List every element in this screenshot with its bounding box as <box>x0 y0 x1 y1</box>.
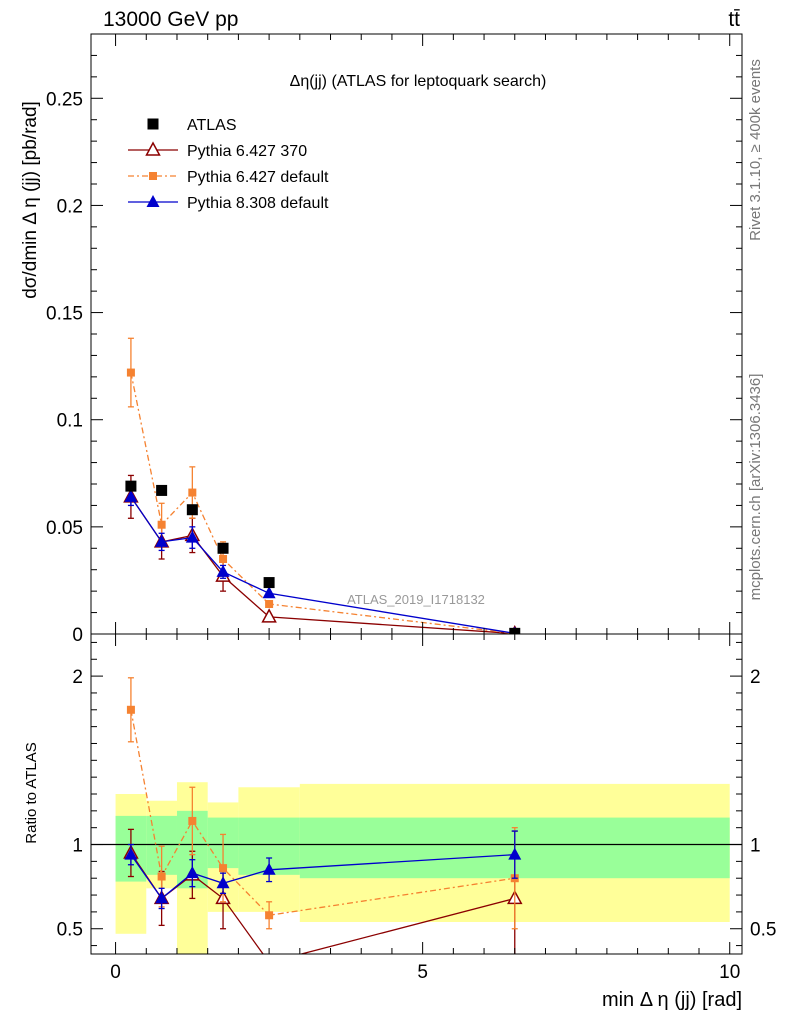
data-point <box>217 542 229 554</box>
x-axis-label: min Δ η (jj) [rad] <box>602 989 742 1011</box>
series-line <box>130 496 515 634</box>
ratio-y-tick-label-right: 0.5 <box>750 920 776 941</box>
ratio-point <box>155 891 169 904</box>
ratio-line <box>130 709 515 916</box>
data-point <box>157 520 166 529</box>
data-point <box>125 480 137 492</box>
mcplots-label: mcplots.cern.ch [arXiv:1306.3436] <box>747 374 764 601</box>
ratio-point <box>124 847 138 860</box>
ratio-point <box>262 862 276 875</box>
ratio-point <box>126 705 135 714</box>
legend: ATLAS Pythia 6.427 370 Pythia 6.427 defaul… <box>128 117 329 212</box>
y-tick-label: 0.2 <box>57 196 83 217</box>
series-atlas <box>125 480 521 634</box>
legend-label: Pythia 6.427 default <box>187 169 329 186</box>
series-line <box>130 496 515 634</box>
legend-label: Pythia 8.308 default <box>187 195 329 212</box>
data-point <box>186 504 198 516</box>
collision-label: 13000 GeV pp <box>103 8 238 31</box>
data-point <box>156 484 168 496</box>
data-point <box>219 555 228 563</box>
ratio-panel: 0.5 0.5 1 1 2 2 0 5 10 Ratio to ATLAS min Δ η (j… <box>23 633 776 1011</box>
ratio-point <box>508 847 522 860</box>
y-tick-label: 0.15 <box>46 304 83 325</box>
ratio-y-tick-label: 1 <box>72 836 83 857</box>
y-tick-label: 0.05 <box>46 518 83 539</box>
series-pythia-6-427-370 <box>123 474 520 634</box>
ratio-point <box>157 872 166 881</box>
data-point <box>216 564 230 577</box>
legend-marker <box>149 172 157 180</box>
ratio-y-tick-label-right: 2 <box>750 667 761 688</box>
x-tick-label: 5 <box>417 962 428 983</box>
x-tick-label: 0 <box>110 962 121 983</box>
x-tick-label: 10 <box>719 962 740 983</box>
y-tick-label: 0 <box>72 625 83 646</box>
ratio-y-tick-label: 2 <box>72 667 83 688</box>
main-panel: 0 0.05 0.1 0.15 0.2 0.25 Δη(jj) (ATLAS for le… <box>20 33 743 646</box>
ratio-line <box>130 853 515 900</box>
ratio-y-tick-label-right: 1 <box>750 836 761 857</box>
data-point <box>124 489 138 502</box>
ratio-point <box>216 876 230 889</box>
legend-item: Pythia 6.427 370 <box>128 141 307 160</box>
data-point <box>263 577 275 589</box>
process-label: tt̄ <box>728 8 740 31</box>
legend-marker <box>145 141 161 156</box>
legend-label: Pythia 6.427 370 <box>187 143 307 160</box>
ratio-point <box>185 866 199 879</box>
data-point <box>126 368 135 377</box>
data-point <box>262 586 276 599</box>
ratio-series-pythia-8-308-default <box>124 830 522 910</box>
data-point <box>155 534 169 547</box>
legend-item: Pythia 8.308 default <box>128 195 329 212</box>
y-tick-label: 0.25 <box>46 89 83 110</box>
ratio-y-axis-label: Ratio to ATLAS <box>23 742 40 843</box>
data-point <box>185 530 199 543</box>
analysis-watermark: ATLAS_2019_I1718132 <box>347 592 485 607</box>
series-pythia-6-427-default <box>126 337 519 634</box>
rivet-label: Rivet 3.1.10, ≥ 400k events <box>747 59 764 241</box>
legend-marker <box>147 118 159 130</box>
y-tick-label: 0.1 <box>57 411 83 432</box>
data-point <box>261 608 277 623</box>
ratio-point <box>219 864 228 873</box>
legend-marker <box>146 195 160 207</box>
legend-item: Pythia 6.427 default <box>128 169 329 186</box>
legend-item: ATLAS <box>147 117 237 134</box>
data-point <box>265 600 274 608</box>
ratio-point <box>188 816 197 825</box>
plot-title: Δη(jj) (ATLAS for leptoquark search) <box>290 73 547 90</box>
legend-label: ATLAS <box>187 117 237 134</box>
series-line <box>130 372 515 634</box>
data-point <box>188 488 197 497</box>
y-axis-label: dσ/dmin Δ η (jj) [pb/rad] <box>20 101 41 299</box>
ratio-y-tick-label: 0.5 <box>57 920 83 941</box>
series-pythia-8-308-default <box>124 487 519 634</box>
ratio-point <box>265 911 274 920</box>
